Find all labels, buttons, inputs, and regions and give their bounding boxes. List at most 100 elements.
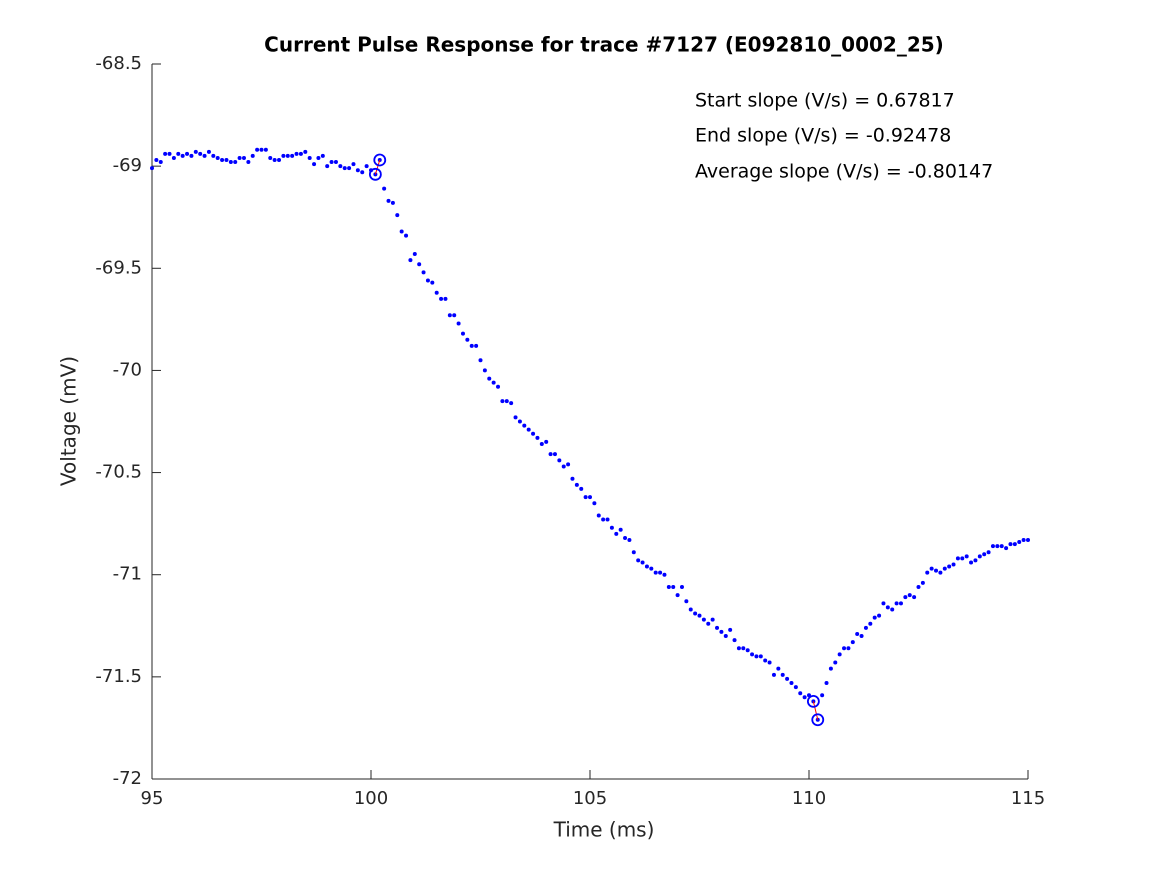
data-point — [333, 160, 338, 165]
y-tick-label: -69 — [113, 155, 142, 176]
y-tick-label: -70.5 — [95, 462, 142, 483]
data-point — [688, 607, 693, 612]
data-point — [837, 652, 842, 657]
data-point — [793, 685, 798, 690]
data-point — [408, 258, 413, 263]
data-point — [535, 435, 540, 440]
data-point — [636, 558, 641, 563]
data-point — [395, 213, 400, 218]
data-point — [789, 680, 794, 685]
marker-circle — [373, 153, 387, 167]
data-point — [1004, 546, 1009, 551]
data-point — [995, 544, 1000, 549]
data-point — [623, 535, 628, 540]
data-point — [666, 584, 671, 589]
data-point — [894, 601, 899, 606]
data-point — [185, 151, 190, 156]
data-point — [609, 525, 614, 530]
data-point — [465, 337, 470, 342]
data-point — [763, 658, 768, 663]
marker-circle — [368, 167, 382, 181]
data-point — [496, 384, 501, 389]
data-point — [474, 343, 479, 348]
data-point — [176, 151, 181, 156]
data-point — [298, 151, 303, 156]
data-point — [531, 431, 536, 436]
data-point — [964, 554, 969, 559]
data-point — [1026, 537, 1030, 542]
data-point — [1021, 537, 1026, 542]
y-tick-label: -72 — [113, 768, 142, 789]
data-point — [443, 296, 448, 301]
data-point — [246, 160, 251, 165]
data-point — [154, 158, 159, 163]
data-point — [855, 631, 860, 636]
y-tick-label: -71 — [113, 564, 142, 585]
data-point — [228, 160, 233, 165]
data-point — [285, 153, 290, 158]
data-point — [754, 654, 759, 659]
data-point — [741, 646, 746, 651]
data-point — [745, 648, 750, 653]
x-tick-label: 100 — [354, 788, 388, 809]
x-tick-label: 110 — [792, 788, 826, 809]
data-point — [171, 155, 176, 160]
marker-circle — [811, 713, 825, 727]
data-point — [588, 495, 592, 500]
data-point — [277, 158, 282, 163]
data-point — [482, 368, 487, 373]
data-point — [955, 556, 960, 561]
y-axis-label: Voltage (mV) — [57, 356, 81, 486]
data-point — [907, 593, 912, 598]
data-point — [938, 570, 943, 575]
data-point — [294, 151, 299, 156]
data-point — [202, 153, 207, 158]
data-point — [824, 680, 829, 685]
data-point — [986, 550, 991, 555]
marker-link — [812, 701, 819, 720]
x-tick-label: 105 — [573, 788, 607, 809]
data-point — [513, 415, 518, 420]
data-point — [241, 155, 246, 160]
data-point — [491, 380, 496, 385]
data-point — [771, 672, 776, 677]
data-point — [916, 584, 921, 589]
data-point — [579, 486, 584, 491]
data-point — [548, 452, 553, 457]
data-point — [627, 537, 632, 542]
data-point — [885, 605, 890, 610]
data-point — [601, 517, 606, 522]
data-point — [877, 613, 882, 618]
data-point — [881, 601, 886, 606]
data-point — [925, 570, 930, 575]
data-point — [561, 464, 566, 469]
data-point — [833, 660, 838, 665]
y-tick-label: -70 — [113, 359, 142, 380]
data-point — [307, 155, 312, 160]
x-axis-label: Time (ms) — [553, 818, 655, 842]
marker-link — [374, 159, 381, 175]
data-point — [390, 200, 395, 205]
data-point — [268, 155, 273, 160]
data-point — [259, 147, 264, 152]
data-point — [386, 198, 391, 203]
data-point — [785, 676, 790, 681]
data-point — [552, 452, 557, 457]
data-point — [434, 290, 439, 295]
data-point — [456, 321, 461, 326]
data-point — [658, 570, 663, 575]
data-point — [912, 595, 917, 600]
chart-title: Current Pulse Response for trace #7127 (… — [264, 33, 944, 57]
data-point — [859, 634, 864, 638]
data-point — [351, 162, 356, 167]
data-point — [487, 376, 492, 381]
data-point — [684, 599, 689, 604]
data-point — [640, 560, 645, 565]
data-point — [697, 613, 702, 618]
data-point — [329, 160, 334, 165]
data-point — [583, 495, 588, 500]
annotation: Average slope (V/s) = -0.80147 — [695, 161, 993, 183]
data-point — [780, 672, 785, 677]
data-point — [557, 458, 562, 463]
data-point — [570, 476, 575, 481]
